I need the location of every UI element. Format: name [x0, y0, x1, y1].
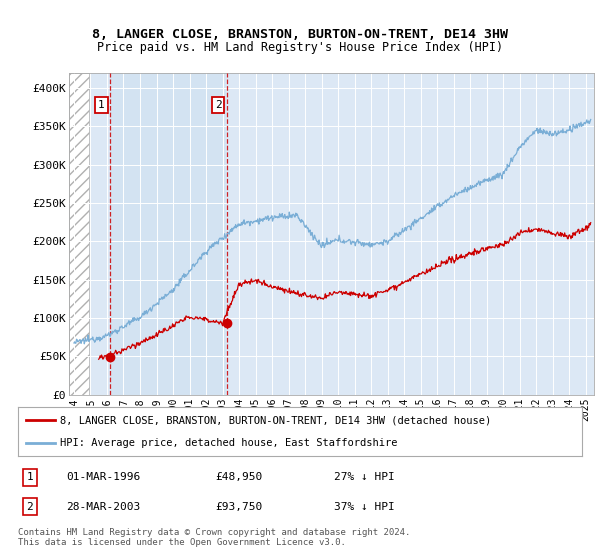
Text: 2: 2 — [215, 100, 221, 110]
Text: £48,950: £48,950 — [215, 473, 263, 482]
Text: 1: 1 — [26, 473, 33, 482]
Text: 1: 1 — [98, 100, 105, 110]
Bar — [110, 73, 226, 395]
Text: 28-MAR-2003: 28-MAR-2003 — [66, 502, 140, 511]
Text: 27% ↓ HPI: 27% ↓ HPI — [334, 473, 395, 482]
Text: Contains HM Land Registry data © Crown copyright and database right 2024.
This d: Contains HM Land Registry data © Crown c… — [18, 528, 410, 547]
Bar — [69, 73, 89, 395]
Text: 37% ↓ HPI: 37% ↓ HPI — [334, 502, 395, 511]
Text: 8, LANGER CLOSE, BRANSTON, BURTON-ON-TRENT, DE14 3HW (detached house): 8, LANGER CLOSE, BRANSTON, BURTON-ON-TRE… — [60, 416, 491, 426]
Text: Price paid vs. HM Land Registry's House Price Index (HPI): Price paid vs. HM Land Registry's House … — [97, 40, 503, 54]
Text: 01-MAR-1996: 01-MAR-1996 — [66, 473, 140, 482]
Text: HPI: Average price, detached house, East Staffordshire: HPI: Average price, detached house, East… — [60, 438, 398, 448]
Text: £93,750: £93,750 — [215, 502, 263, 511]
Text: 2: 2 — [26, 502, 33, 511]
Text: 8, LANGER CLOSE, BRANSTON, BURTON-ON-TRENT, DE14 3HW: 8, LANGER CLOSE, BRANSTON, BURTON-ON-TRE… — [92, 28, 508, 41]
